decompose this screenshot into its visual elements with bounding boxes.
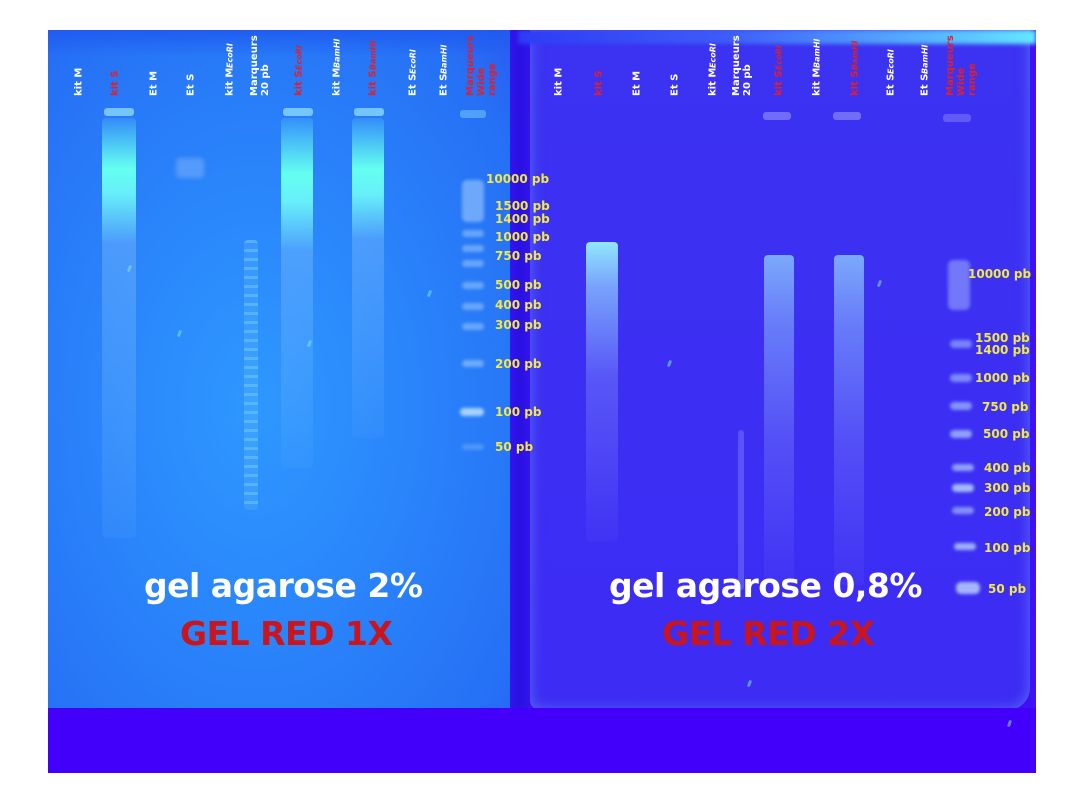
lane-label: kit M [73, 67, 85, 96]
gel-photograph: kit M kit S Et M Et S kit M EcoRI Marque… [48, 30, 1036, 773]
lane-label: kit M EcoRI [224, 42, 236, 96]
lane-label: kit M BamHI [811, 38, 823, 96]
size-label: 400 pb [495, 298, 542, 312]
lane-label: kit S EcoRI [293, 45, 305, 96]
size-label: 1500 pb [495, 199, 550, 213]
lane-label: kit M EcoRI [707, 42, 719, 96]
gel-divider [510, 30, 530, 713]
ladder-band [462, 360, 484, 367]
lane-label: Marqueurs Wide range [465, 35, 498, 96]
lane-label: kit S BamHI [367, 40, 379, 96]
dna-smear [102, 118, 136, 538]
lane-label: Et S [185, 73, 197, 96]
transilluminator-background [48, 708, 1036, 773]
size-label: 1400 pb [495, 212, 550, 226]
lane-label: kit M [553, 67, 565, 96]
lane-label: Et S EcoRI [885, 48, 897, 96]
lane-label: Et M [148, 70, 160, 96]
size-label: 1500 pb [975, 331, 1030, 345]
size-label: 50 pb [495, 440, 534, 454]
lane-label: kit S EcoRI [773, 45, 785, 96]
ladder-band [462, 230, 484, 237]
well [460, 110, 486, 118]
ladder-band [950, 402, 972, 410]
well [943, 114, 971, 122]
well [833, 112, 861, 120]
ladder-band [462, 260, 484, 267]
gel-left-caption: gel agarose 2% [144, 566, 423, 605]
lane-label: Et S EcoRI [407, 48, 419, 96]
size-label: 200 pb [495, 357, 542, 371]
ladder-band [460, 408, 484, 416]
ladder-band [954, 543, 976, 550]
lane-label: Marqueurs 20 pb [731, 35, 753, 96]
well [763, 112, 791, 120]
size-label: 1000 pb [495, 230, 550, 244]
ladder-band [462, 444, 484, 450]
ladder-band [952, 484, 974, 492]
dna-smear [586, 242, 618, 542]
dna-smear [834, 255, 864, 585]
ladder-band [462, 245, 484, 252]
dna-smear [738, 430, 744, 590]
lane-label: kit S BamHI [849, 40, 861, 96]
lane-label: Et M [631, 70, 643, 96]
size-label: 300 pb [984, 481, 1031, 495]
gel-left-stain: GEL RED 1X [180, 614, 393, 653]
size-label: 750 pb [982, 400, 1029, 414]
well [283, 108, 313, 116]
ladder-band [950, 374, 972, 382]
well [354, 108, 384, 116]
lane-label: Et S [669, 73, 681, 96]
ladder-band [462, 180, 484, 222]
size-label: 100 pb [984, 541, 1031, 555]
gel-right-stain: GEL RED 2X [662, 614, 875, 653]
dna-band [176, 158, 204, 178]
lane-label: Et S BamHI [919, 44, 931, 96]
size-label: 300 pb [495, 318, 542, 332]
ladder-band [948, 260, 970, 310]
ladder-band [950, 430, 972, 438]
ladder-band [462, 303, 484, 310]
lane-label: Marqueurs Wide range [945, 35, 978, 96]
marker-ladder-20pb [244, 240, 258, 510]
size-label: 10000 pb [486, 172, 550, 186]
dna-smear [764, 255, 794, 585]
size-label: 500 pb [495, 278, 542, 292]
size-label: 500 pb [983, 427, 1030, 441]
size-label: 10000 pb [968, 267, 1032, 281]
ladder-band [956, 582, 980, 594]
size-label: 1400 pb [975, 343, 1030, 357]
size-label: 750 pb [495, 249, 542, 263]
size-label: 100 pb [495, 405, 542, 419]
well [104, 108, 134, 116]
size-label: 50 pb [988, 582, 1027, 596]
dna-smear [352, 118, 384, 438]
dna-smear [281, 118, 313, 468]
ladder-band [952, 464, 974, 471]
ladder-band [462, 323, 484, 330]
gel-right-caption: gel agarose 0,8% [609, 566, 922, 605]
ladder-band [462, 282, 484, 289]
lane-label: Et S BamHI [438, 44, 450, 96]
lane-label: kit S [109, 70, 121, 96]
size-label: 400 pb [984, 461, 1031, 475]
size-label: 200 pb [984, 505, 1031, 519]
gel-right-top-edge [518, 30, 1036, 44]
ladder-band [952, 507, 974, 514]
ladder-band [950, 340, 972, 348]
lane-label: kit S [593, 70, 605, 96]
lane-label: Marqueurs 20 pb [249, 35, 271, 96]
size-label: 1000 pb [975, 371, 1030, 385]
lane-label: kit M BamHI [331, 38, 343, 96]
